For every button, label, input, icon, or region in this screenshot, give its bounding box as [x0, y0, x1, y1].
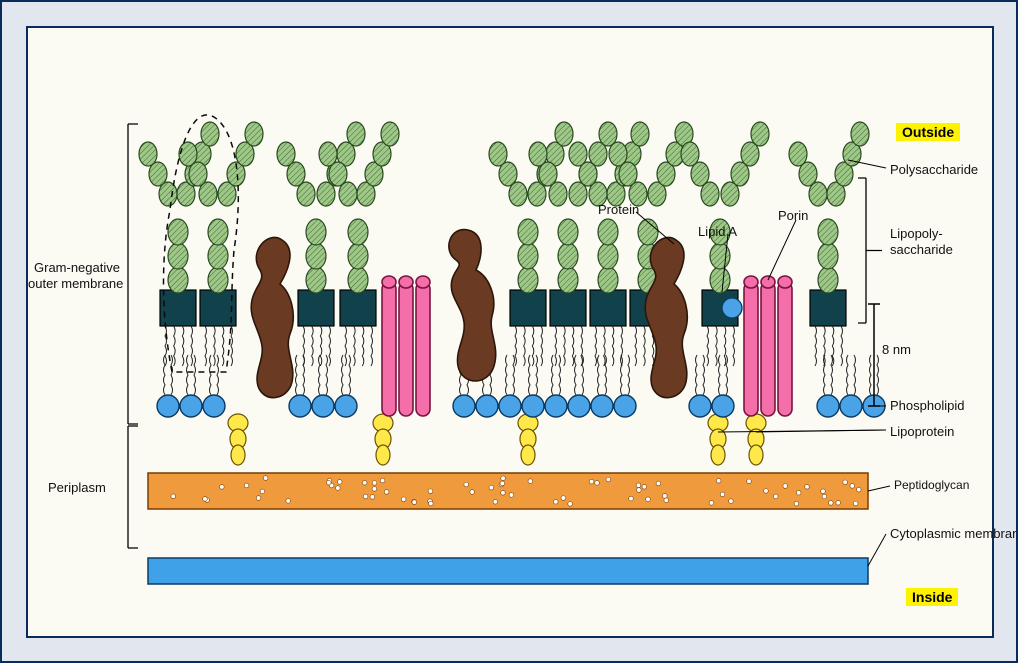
label-lipopoly-2: saccharide	[890, 242, 953, 257]
label-lipoprotein: Lipoprotein	[890, 424, 954, 439]
peptidoglycan-layer	[148, 473, 868, 509]
phospholipid-upper	[722, 298, 742, 318]
label-polysaccharide: Polysaccharide	[890, 162, 978, 177]
label-phospholipid: Phospholipid	[890, 398, 964, 413]
label-cytoplasmic: Cytoplasmic membrane	[890, 526, 1018, 541]
label-outside: Outside	[896, 123, 960, 141]
label-thickness: 8 nm	[882, 342, 911, 357]
page-root: Outside Inside Polysaccharide Lipopoly- …	[0, 0, 1018, 663]
cytoplasmic-membrane	[148, 558, 868, 584]
polysaccharide-chains	[139, 122, 869, 293]
label-gram-2: outer membrane	[28, 276, 123, 291]
membrane-diagram	[28, 28, 992, 636]
label-lipid-a: Lipid A	[698, 224, 737, 239]
label-lipopoly-1: Lipopoly-	[890, 226, 943, 241]
label-porin: Porin	[778, 208, 808, 223]
label-gram-1: Gram-negative	[34, 260, 120, 275]
lipoproteins	[228, 414, 766, 465]
label-inside: Inside	[906, 588, 958, 606]
label-peptidoglycan: Peptidoglycan	[894, 478, 969, 492]
label-periplasm: Periplasm	[48, 480, 106, 495]
canvas-frame: Outside Inside Polysaccharide Lipopoly- …	[26, 26, 994, 638]
label-protein: Protein	[598, 202, 639, 217]
